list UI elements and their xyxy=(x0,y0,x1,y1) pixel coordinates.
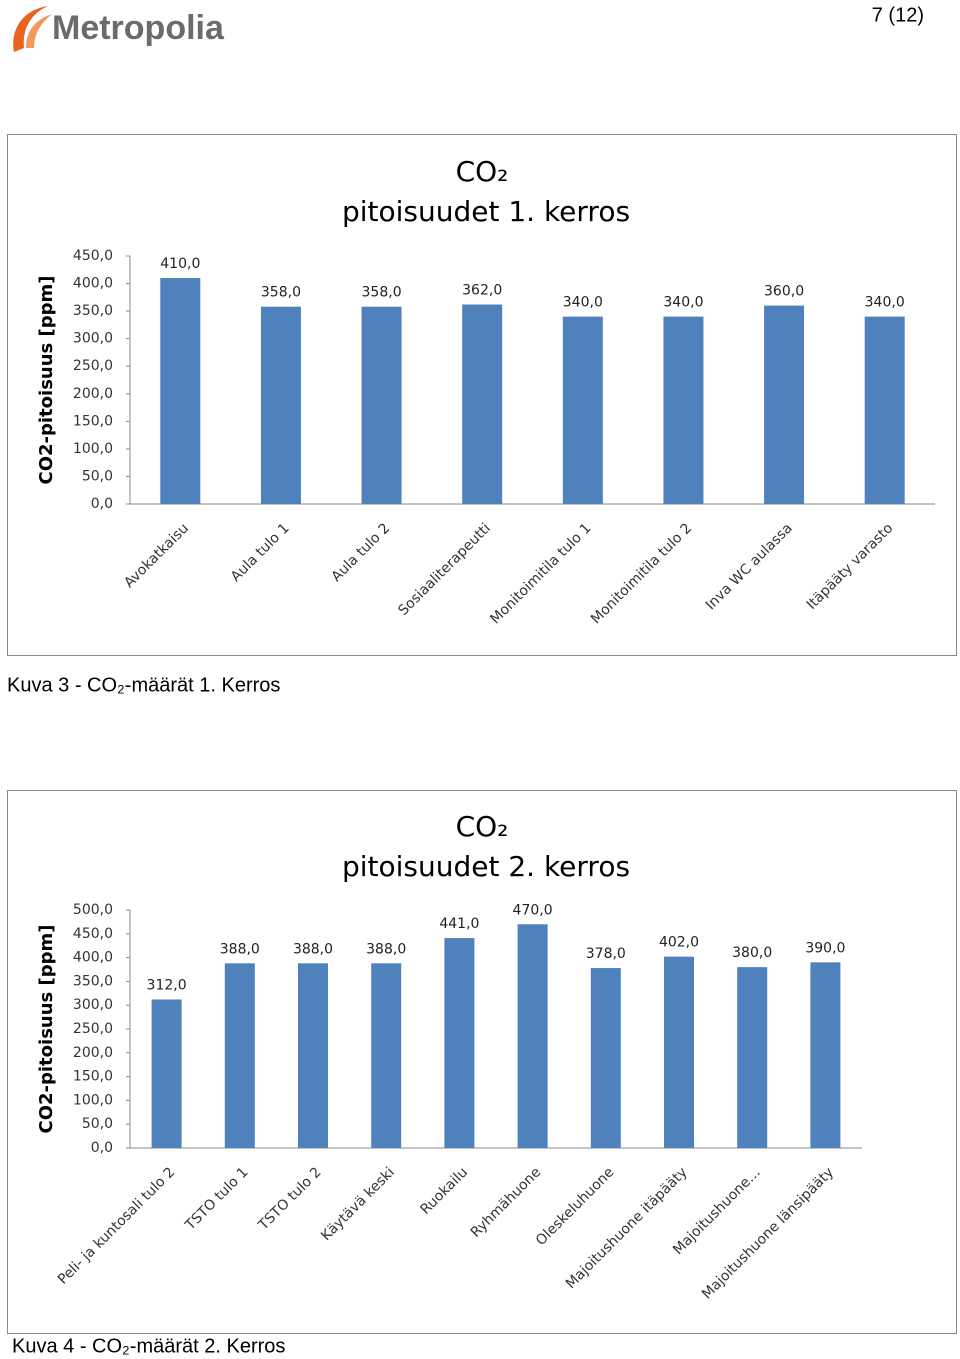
data-label: 340,0 xyxy=(663,295,703,311)
bar xyxy=(663,316,704,504)
x-tick-label: Oleskeluhuone xyxy=(533,1164,618,1249)
y-tick-label: 100,0 xyxy=(73,1092,113,1108)
bar xyxy=(160,278,201,504)
x-tick-label: Aula tulo 1 xyxy=(228,520,293,585)
data-label: 388,0 xyxy=(293,941,333,957)
data-label: 340,0 xyxy=(865,295,905,311)
x-tick-label: Inva WC aulassa xyxy=(703,520,796,613)
data-label: 410,0 xyxy=(160,256,200,272)
bar xyxy=(810,962,841,1148)
logo-mark xyxy=(13,6,48,52)
y-tick-label: 450,0 xyxy=(73,926,113,942)
x-tick-label: TSTO tulo 2 xyxy=(255,1164,325,1234)
x-tick-label: TSTO tulo 1 xyxy=(182,1164,252,1234)
caption: Kuva 3 - CO₂-määrät 1. Kerros xyxy=(7,674,280,696)
bar xyxy=(737,967,768,1148)
y-tick-label: 500,0 xyxy=(73,902,113,918)
bar xyxy=(764,305,805,504)
x-tick-label: Ryhmähuone xyxy=(468,1164,544,1240)
y-tick-label: 300,0 xyxy=(73,331,113,347)
y-tick-label: 50,0 xyxy=(82,1116,113,1132)
y-axis-title: CO2-pitoisuus [ppm] xyxy=(36,924,57,1133)
data-label: 390,0 xyxy=(805,940,845,956)
y-tick-label: 400,0 xyxy=(73,276,113,292)
x-tick-label: Aula tulo 2 xyxy=(328,520,393,585)
chart-title: CO₂ xyxy=(456,810,509,843)
bar xyxy=(664,956,694,1148)
bar xyxy=(151,999,182,1148)
x-tick-label: Itäpääty varasto xyxy=(804,520,897,613)
y-tick-label: 0,0 xyxy=(91,496,113,512)
x-tick-label: Sosiaaliterapeutti xyxy=(395,520,493,618)
data-label: 402,0 xyxy=(659,935,699,951)
x-tick-label: Monitoimitila tulo 2 xyxy=(588,520,695,627)
data-label: 312,0 xyxy=(147,977,187,993)
bar xyxy=(298,963,328,1148)
x-tick-label: Avokatkaisu xyxy=(121,520,192,591)
bar xyxy=(590,968,621,1148)
x-tick-label: Peli- ja kuntosali tulo 2 xyxy=(55,1164,178,1287)
bar xyxy=(517,924,548,1148)
y-tick-label: 150,0 xyxy=(73,1069,113,1085)
y-tick-label: 200,0 xyxy=(73,386,113,402)
bar xyxy=(371,963,402,1148)
y-tick-label: 0,0 xyxy=(91,1140,113,1156)
data-label: 470,0 xyxy=(513,902,553,918)
y-tick-label: 200,0 xyxy=(73,1045,113,1061)
x-tick-label: Ruokailu xyxy=(418,1164,471,1217)
data-label: 441,0 xyxy=(439,916,479,932)
chart-frame xyxy=(7,134,957,656)
data-label: 388,0 xyxy=(220,941,260,957)
y-tick-label: 300,0 xyxy=(73,997,113,1013)
logo-mark xyxy=(26,14,52,48)
bar xyxy=(462,304,503,504)
logo-text: Metropolia xyxy=(52,9,225,47)
chart-title: CO₂ xyxy=(456,155,509,188)
y-tick-label: 350,0 xyxy=(73,303,113,319)
y-tick-label: 250,0 xyxy=(73,1021,113,1037)
y-tick-label: 150,0 xyxy=(73,413,113,429)
x-tick-label: Käytävä keski xyxy=(318,1164,398,1244)
bar xyxy=(562,316,603,504)
caption: Kuva 4 - CO₂-määrät 2. Kerros xyxy=(12,1335,285,1357)
x-tick-label: Majoitushuone länsipääty xyxy=(699,1164,837,1302)
y-axis-title: CO2-pitoisuus [ppm] xyxy=(36,275,57,484)
bar xyxy=(224,963,255,1148)
data-label: 362,0 xyxy=(462,282,502,298)
data-label: 360,0 xyxy=(764,284,804,300)
bar xyxy=(361,306,402,504)
data-label: 340,0 xyxy=(563,295,603,311)
data-label: 378,0 xyxy=(586,946,626,962)
y-tick-label: 250,0 xyxy=(73,358,113,374)
y-tick-label: 100,0 xyxy=(73,441,113,457)
bar xyxy=(444,938,475,1148)
data-label: 358,0 xyxy=(261,285,301,301)
x-tick-label: Monitoimitila tulo 1 xyxy=(487,520,594,627)
chart-title: pitoisuudet 1. kerros xyxy=(342,195,630,228)
x-tick-label: Majoitushuone itäpääty xyxy=(563,1164,691,1292)
y-tick-label: 450,0 xyxy=(73,248,113,264)
y-tick-label: 50,0 xyxy=(82,468,113,484)
bar xyxy=(260,306,301,504)
bar xyxy=(864,316,905,504)
chart-frame xyxy=(7,790,957,1334)
data-label: 380,0 xyxy=(732,945,772,961)
chart-title: pitoisuudet 2. kerros xyxy=(342,850,630,883)
y-tick-label: 400,0 xyxy=(73,950,113,966)
y-tick-label: 350,0 xyxy=(73,973,113,989)
page-number: 7 (12) xyxy=(872,4,924,26)
data-label: 358,0 xyxy=(362,285,402,301)
data-label: 388,0 xyxy=(366,941,406,957)
